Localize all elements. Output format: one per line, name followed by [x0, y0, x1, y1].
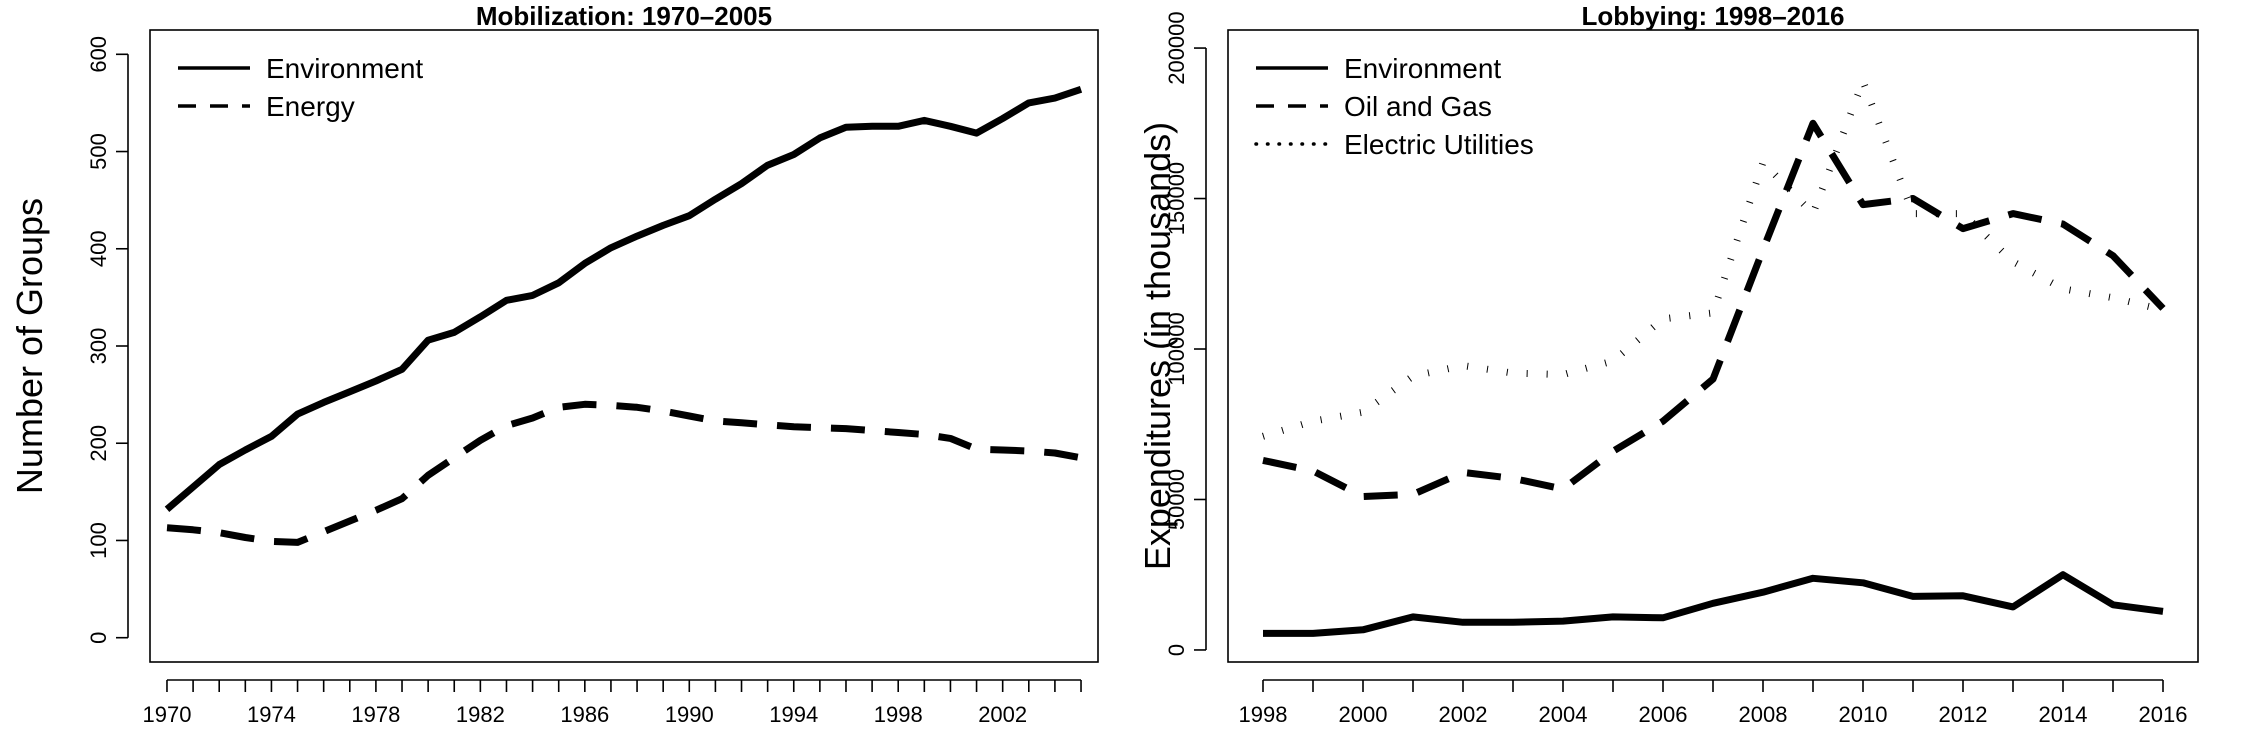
legend-label: Electric Utilities: [1344, 129, 1534, 160]
series-energy: [166, 400, 1082, 546]
x-tick-label: 1986: [560, 702, 609, 727]
y-tick-label: 400: [86, 230, 111, 267]
y-tick-label: 600: [86, 36, 111, 73]
x-tick-label: 1974: [247, 702, 296, 727]
y-tick-label: 0: [86, 632, 111, 644]
x-tick-label: 2002: [1439, 702, 1488, 727]
plot-frame: [1227, 29, 2199, 663]
x-tick-label: 1978: [351, 702, 400, 727]
legend: Environment Energy: [178, 53, 423, 122]
x-tick-label: 2012: [1939, 702, 1988, 727]
y-tick-label: 100000: [1164, 312, 1189, 385]
chart-title: Lobbying: 1998–2016: [1582, 1, 1845, 31]
x-tick-label: 2014: [2039, 702, 2088, 727]
x-tick-label: 2010: [1839, 702, 1888, 727]
y-tick-label: 200000: [1164, 11, 1189, 84]
series-environment: [1263, 571, 2164, 637]
x-tick-label: 2006: [1639, 702, 1688, 727]
legend-label: Energy: [266, 91, 355, 122]
y-tick-label: 150000: [1164, 162, 1189, 235]
series-oil-and-gas: [1262, 119, 2166, 500]
y-tick-label: 300: [86, 328, 111, 365]
series-environment: [164, 85, 1083, 512]
x-tick-label: 1998: [874, 702, 923, 727]
series-line: [1262, 119, 2166, 500]
series-line: [1263, 571, 2164, 637]
y-tick-label: 0: [1164, 644, 1189, 656]
y-axis-label: Number of Groups: [9, 198, 50, 494]
y-tick-label: 50000: [1164, 469, 1189, 530]
x-tick-label: 2002: [978, 702, 1027, 727]
y-tick-label: 100: [86, 522, 111, 559]
x-tick-label: 2000: [1339, 702, 1388, 727]
y-axis-label: Expenditures (in thousands): [1137, 122, 1178, 570]
plot-frame: [149, 29, 1099, 663]
x-tick-label: 2008: [1739, 702, 1788, 727]
x-tick-label: 1970: [142, 702, 191, 727]
x-tick-label: 1998: [1239, 702, 1288, 727]
y-tick-label: 200: [86, 425, 111, 462]
chart-mobilization: Mobilization: 1970–2005 Number of Groups 0…: [9, 1, 1099, 727]
chart-lobbying: Lobbying: 1998–2016 Expenditures (in thou…: [1137, 1, 2199, 727]
x-tick-label: 2004: [1539, 702, 1588, 727]
legend: Environment Oil and Gas Electric Utilities: [1254, 53, 1534, 160]
legend-label: Environment: [266, 53, 423, 84]
legend-label: Environment: [1344, 53, 1501, 84]
x-tick-label: 1994: [769, 702, 818, 727]
series-line: [164, 85, 1083, 512]
x-tick-label: 1982: [456, 702, 505, 727]
series-line: [166, 400, 1082, 546]
x-tick-label: 2016: [2139, 702, 2188, 727]
y-tick-label: 500: [86, 133, 111, 170]
legend-label: Oil and Gas: [1344, 91, 1492, 122]
chart-title: Mobilization: 1970–2005: [476, 1, 772, 31]
x-tick-label: 1990: [665, 702, 714, 727]
